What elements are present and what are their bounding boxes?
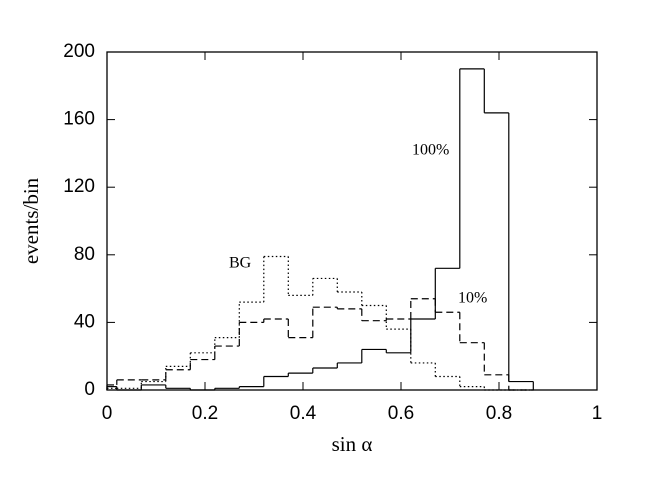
y-tick-label: 0 <box>84 379 95 400</box>
y-tick-label: 80 <box>74 244 95 265</box>
x-tick-label: 0.8 <box>486 403 512 424</box>
series-label: 100% <box>412 142 449 159</box>
y-tick-label: 160 <box>63 109 95 130</box>
series-label: 10% <box>458 290 487 307</box>
x-tick-label: 0.6 <box>388 403 414 424</box>
y-tick-label: 120 <box>63 176 95 197</box>
x-tick-label: 0.4 <box>290 403 317 424</box>
y-tick-label: 40 <box>74 311 95 332</box>
y-tick-label: 200 <box>63 41 95 62</box>
series-label: BG <box>229 255 252 272</box>
x-tick-label: 0.2 <box>192 403 218 424</box>
y-axis-label: events/bin <box>19 177 43 264</box>
plot-frame <box>106 51 598 391</box>
x-tick-label: 0 <box>102 403 113 424</box>
x-tick-label: 1 <box>592 403 603 424</box>
x-axis-label: sin α <box>332 432 373 456</box>
